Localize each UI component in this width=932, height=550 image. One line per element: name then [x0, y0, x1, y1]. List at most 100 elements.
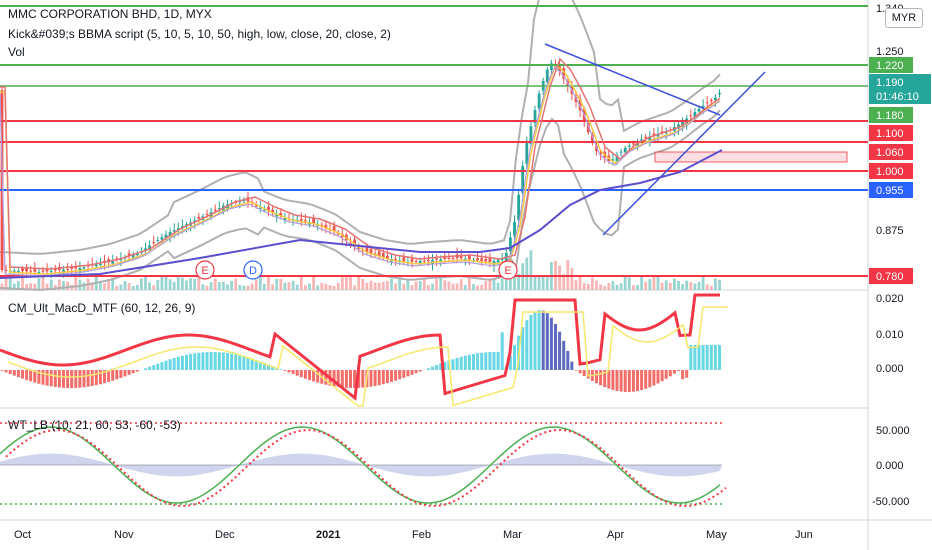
macd-histogram-bar	[197, 352, 201, 370]
macd-histogram-bar	[209, 352, 213, 370]
volume-bar	[263, 283, 266, 290]
trendline-down[interactable]	[544, 43, 721, 116]
candle-body	[574, 96, 578, 102]
volume-bar	[623, 276, 627, 290]
candle-body	[369, 248, 373, 254]
volume-bar	[135, 284, 139, 290]
macd-pane[interactable]	[0, 293, 728, 407]
macd-histogram-bar	[439, 363, 443, 370]
wavetrend-pane[interactable]	[0, 422, 727, 507]
volume-bar	[304, 285, 307, 290]
volume-bar	[472, 284, 475, 290]
volume-bar	[640, 276, 643, 290]
volume-bar	[418, 281, 422, 290]
currency-button[interactable]: MYR	[885, 8, 923, 28]
volume-bar	[636, 284, 639, 290]
macd-histogram-bar	[111, 370, 115, 381]
volume-bar	[435, 279, 438, 290]
price-tag-0955[interactable]: 0.955	[869, 182, 913, 198]
volume-bar	[369, 280, 373, 290]
macd-histogram-bar	[258, 361, 262, 370]
macd-histogram-bar	[66, 370, 70, 388]
price-tag-1180[interactable]: 1.180	[869, 107, 913, 123]
price-tag-1000[interactable]: 1.000	[869, 163, 913, 179]
volume-bar	[12, 283, 16, 290]
price-tag-1100[interactable]: 1.100	[869, 125, 913, 141]
zone-rectangle[interactable]	[654, 151, 848, 163]
macd-histogram-bar	[685, 370, 689, 378]
volume-bar	[234, 278, 238, 290]
volume-bar	[410, 285, 414, 290]
price-tag-last[interactable]: 1.190 01:46:10	[869, 74, 931, 104]
indicator-legend-wt[interactable]: WT_LB (10, 21, 60, 53, -60, -53)	[8, 418, 181, 432]
macd-histogram-bar	[226, 353, 229, 370]
indicator-legend-macd[interactable]: CM_Ult_MacD_MTF (60, 12, 26, 9)	[8, 301, 196, 315]
price-tag-text: 1.190	[876, 77, 904, 89]
volume-bar	[496, 282, 500, 290]
ma-red	[0, 57, 721, 270]
macd-histogram-bar	[324, 370, 328, 385]
volume-bar	[21, 276, 24, 290]
macd-histogram-bar	[611, 370, 615, 390]
macd-histogram-bar	[660, 370, 664, 382]
time-label: Dec	[215, 529, 235, 541]
indicator-legend-vol[interactable]: Vol	[8, 45, 25, 59]
candle-body	[394, 258, 397, 260]
volume-bar	[394, 283, 397, 290]
macd-histogram-bar	[664, 370, 668, 379]
volume-bar	[324, 283, 328, 290]
volume-bar	[312, 276, 315, 290]
price-tag-1060[interactable]: 1.060	[869, 144, 913, 160]
volume-bar	[246, 285, 250, 290]
macd-histogram-bar	[176, 356, 180, 370]
macd-histogram-bar	[168, 359, 172, 370]
macd-histogram-bar	[627, 370, 631, 392]
macd-histogram-bar	[90, 370, 94, 386]
macd-histogram-bar	[541, 310, 545, 370]
volume-bar	[29, 283, 33, 290]
volume-bar	[615, 284, 619, 290]
candle-body	[476, 258, 479, 261]
volume-bar	[591, 277, 594, 290]
volume-bar	[463, 285, 467, 290]
wt-line-1	[0, 426, 721, 504]
volume-bar	[607, 282, 611, 290]
candle-body	[513, 221, 516, 236]
ma-yellow	[0, 65, 721, 275]
candle-body	[693, 112, 697, 118]
symbol-title[interactable]: MMC CORPORATION BHD, 1D, MYX	[8, 7, 212, 21]
macd-histogram-bar	[205, 352, 209, 370]
macd-histogram-bar	[484, 352, 488, 370]
candle-body	[66, 269, 69, 271]
volume-bar	[586, 283, 590, 290]
indicator-legend-bbma[interactable]: Kick&#039;s BBMA script (5, 10, 5, 10, 5…	[8, 27, 391, 41]
macd-histogram-bar	[283, 370, 287, 371]
volume-bar	[242, 285, 246, 290]
macd-histogram-bar	[94, 370, 98, 386]
macd-histogram-bar	[62, 370, 65, 388]
macd-histogram-bar	[644, 370, 648, 389]
candle-body	[131, 254, 135, 258]
macd-histogram-bar	[16, 370, 20, 378]
volume-bar	[648, 279, 652, 290]
volume-bar	[406, 278, 410, 290]
volume-bar	[611, 280, 615, 290]
macd-histogram-bar	[390, 370, 393, 382]
time-label: May	[706, 529, 727, 541]
volume-bar	[119, 284, 123, 290]
trendline-up[interactable]	[602, 71, 766, 236]
candle-body	[377, 251, 381, 257]
macd-histogram-bar	[201, 352, 205, 370]
price-tag-text: 1.220	[876, 60, 904, 72]
price-tag-0780[interactable]: 0.780	[869, 268, 913, 284]
candle-body	[74, 266, 78, 269]
macd-histogram-bar	[303, 370, 307, 379]
volume-bar	[160, 276, 164, 290]
price-tag-1220[interactable]: 1.220	[869, 57, 913, 73]
candle-body	[267, 206, 270, 212]
volume-bar	[718, 279, 721, 290]
volume-bar	[103, 283, 106, 290]
macd-histogram-bar	[267, 364, 270, 370]
volume-bar	[377, 282, 381, 290]
